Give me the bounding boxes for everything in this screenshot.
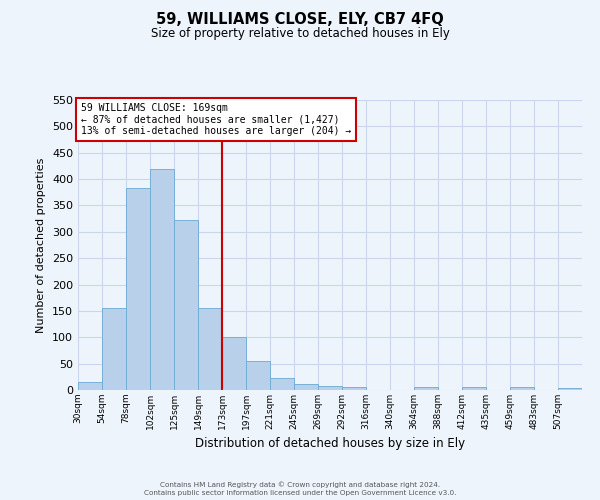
Bar — [222, 338, 246, 390]
Y-axis label: Number of detached properties: Number of detached properties — [37, 158, 46, 332]
Bar — [174, 220, 198, 390]
X-axis label: Distribution of detached houses by size in Ely: Distribution of detached houses by size … — [195, 438, 465, 450]
Bar — [510, 388, 534, 390]
Bar — [462, 388, 486, 390]
Bar — [150, 168, 174, 390]
Text: 59 WILLIAMS CLOSE: 169sqm
← 87% of detached houses are smaller (1,427)
13% of se: 59 WILLIAMS CLOSE: 169sqm ← 87% of detac… — [80, 103, 351, 136]
Bar — [126, 188, 150, 390]
Bar — [246, 361, 270, 390]
Text: Contains public sector information licensed under the Open Government Licence v3: Contains public sector information licen… — [144, 490, 456, 496]
Bar — [78, 382, 102, 390]
Bar — [270, 378, 294, 390]
Bar — [342, 388, 366, 390]
Text: Size of property relative to detached houses in Ely: Size of property relative to detached ho… — [151, 28, 449, 40]
Text: 59, WILLIAMS CLOSE, ELY, CB7 4FQ: 59, WILLIAMS CLOSE, ELY, CB7 4FQ — [156, 12, 444, 28]
Bar — [318, 386, 342, 390]
Bar — [294, 384, 318, 390]
Bar — [414, 388, 438, 390]
Bar — [198, 308, 222, 390]
Bar — [102, 308, 126, 390]
Bar — [558, 388, 582, 390]
Text: Contains HM Land Registry data © Crown copyright and database right 2024.: Contains HM Land Registry data © Crown c… — [160, 481, 440, 488]
